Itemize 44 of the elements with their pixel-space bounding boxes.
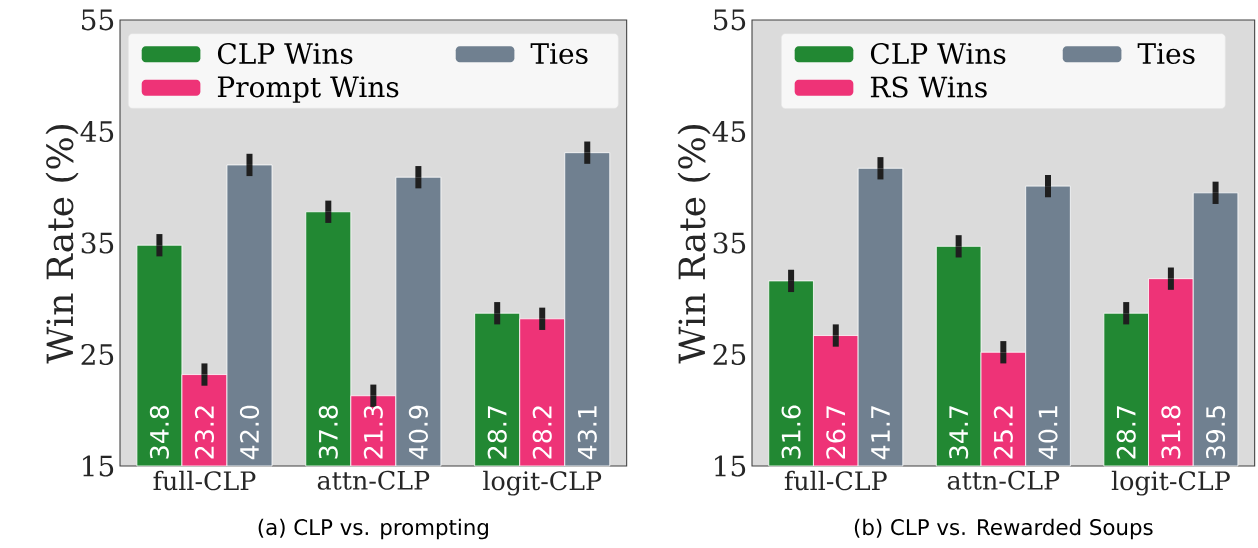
y-tick-label: 55 [714, 9, 746, 31]
x-tick-label: logit-CLP [483, 470, 602, 496]
x-tick-label: logit-CLP [1111, 470, 1230, 496]
data-label: 34.7 [949, 406, 969, 459]
y-tick-label: 55 [82, 9, 114, 31]
data-label: 21.3 [363, 406, 383, 459]
legend-label: RS Wins [870, 76, 987, 98]
y-tick-label: 25 [81, 343, 114, 366]
legend-label: Ties [1137, 43, 1195, 65]
data-label: 31.8 [1161, 405, 1181, 459]
x-tick-label: full-CLP [784, 470, 887, 491]
legend-label: Ties [530, 43, 588, 65]
y-tick-label: 35 [713, 232, 746, 254]
legend-label: CLP Wins [870, 42, 1006, 65]
x-tick-label: attn-CLP [947, 470, 1060, 490]
data-label: 39.5 [1205, 406, 1226, 459]
data-label: 40.1 [1038, 406, 1058, 460]
x-tick-label: attn-CLP [317, 470, 430, 490]
y-tick-label: 25 [713, 343, 746, 366]
data-label: 41.7 [871, 406, 890, 460]
data-label: 31.6 [781, 405, 801, 459]
data-label: 26.7 [826, 406, 846, 459]
y-axis-title: Win Rate (%) [45, 125, 79, 364]
legend-label: CLP Wins [217, 42, 353, 65]
y-tick-label: 45 [712, 120, 746, 143]
text: (b) CLP vs. Rewarded Soups [854, 518, 1153, 540]
data-label: 42.0 [239, 405, 260, 460]
data-label: 37.8 [318, 405, 338, 459]
text: (a) CLP vs. prompting [258, 518, 488, 540]
y-tick-label: 15 [83, 455, 114, 477]
data-label: 43.1 [577, 406, 597, 460]
data-label: 28.2 [532, 406, 552, 459]
y-tick-label: 15 [715, 455, 746, 477]
y-tick-label: 35 [81, 232, 114, 254]
data-label: 28.7 [487, 406, 507, 459]
legend-label: Prompt Wins [217, 76, 399, 103]
data-label: 40.9 [408, 405, 428, 460]
y-axis-title: Win Rate (%) [677, 125, 711, 364]
data-label: 28.7 [1116, 406, 1136, 459]
data-label: 23.2 [194, 406, 215, 459]
data-label: 25.2 [993, 406, 1013, 459]
data-label: 34.8 [149, 405, 169, 459]
x-tick-label: full-CLP [153, 470, 256, 491]
y-tick-label: 45 [80, 120, 114, 143]
